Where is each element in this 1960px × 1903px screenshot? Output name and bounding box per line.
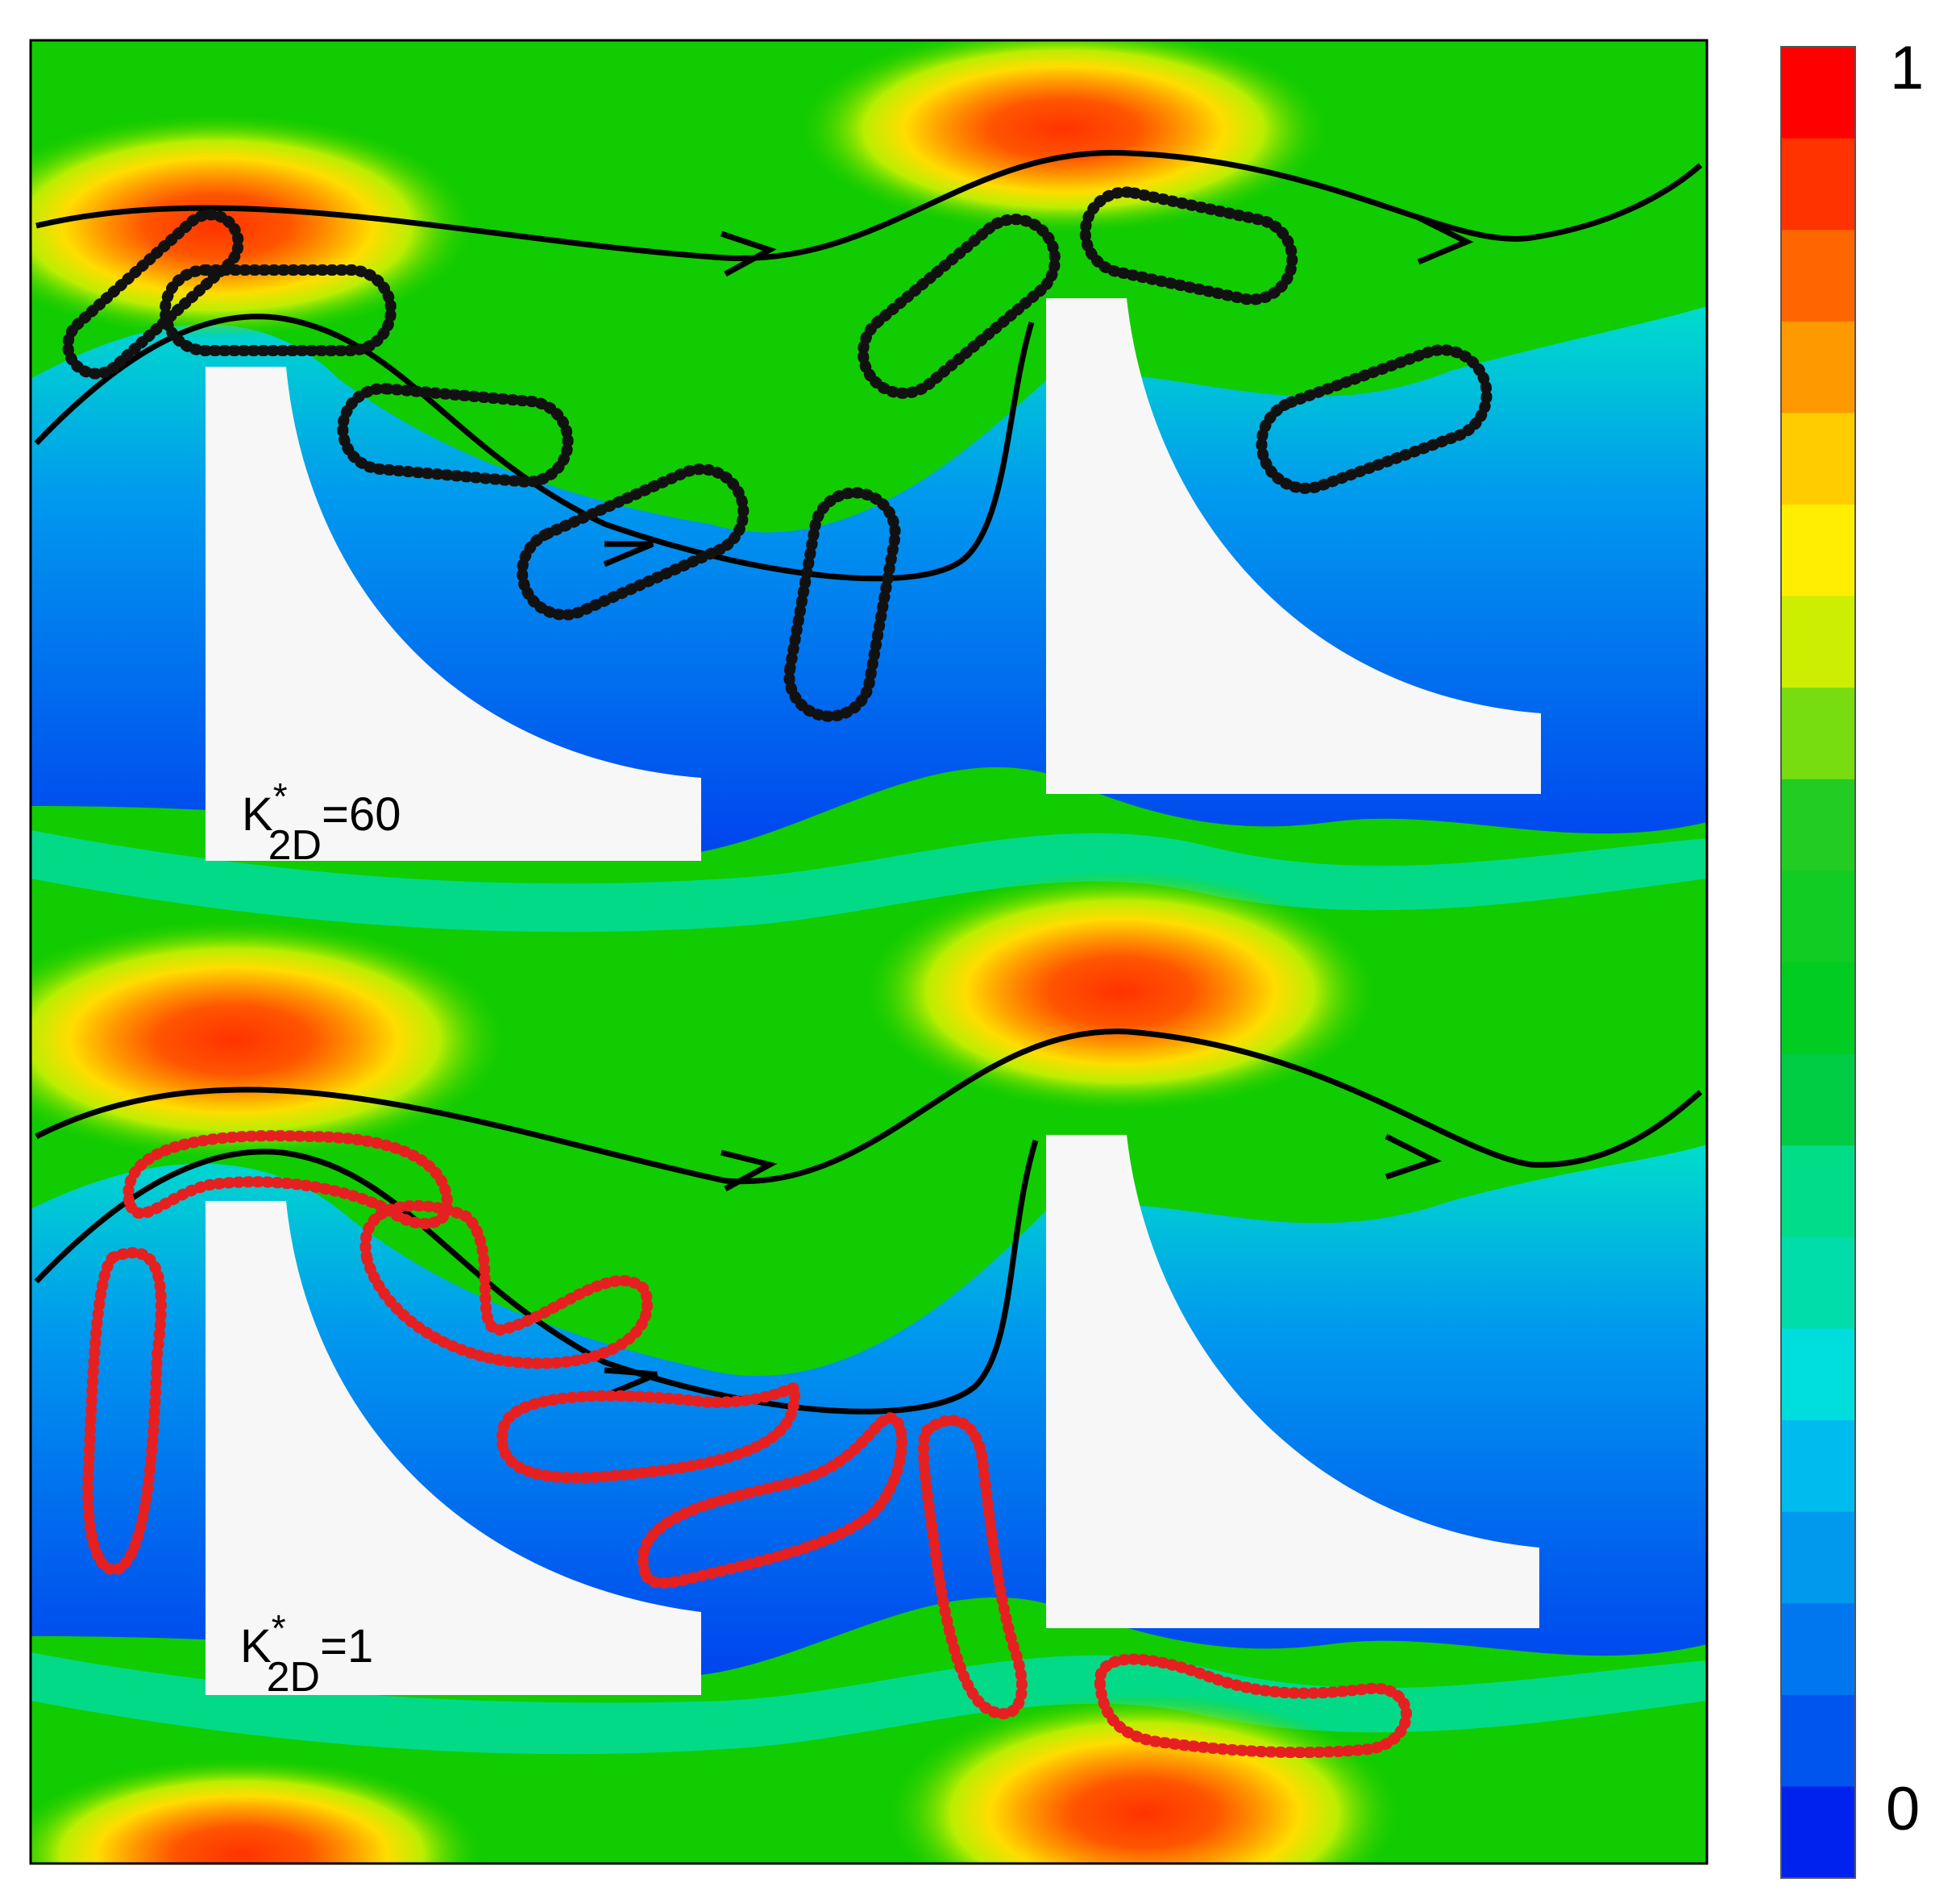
chain-loop xyxy=(160,264,397,356)
colorbar-border xyxy=(1780,46,1856,1879)
chain-loop xyxy=(783,487,901,722)
arrow-icon xyxy=(1417,214,1474,265)
label-sup: * xyxy=(273,775,288,817)
field-border xyxy=(29,39,1709,1865)
colorbar-segment xyxy=(1781,230,1855,322)
arrow-icon xyxy=(1385,1133,1443,1180)
hotspot xyxy=(31,1757,484,1864)
arrow-icon xyxy=(720,231,777,277)
colorbar xyxy=(1780,46,1856,1879)
colorbar-segment xyxy=(1781,1145,1855,1238)
colorbar-min-label: 0 xyxy=(1886,1775,1920,1843)
contour-field xyxy=(31,40,1707,1864)
chain-loop xyxy=(122,1130,454,1230)
chain-loop xyxy=(637,1412,907,1589)
label-value: =60 xyxy=(322,788,401,841)
colorbar-segment xyxy=(1781,47,1855,139)
obstacle xyxy=(1046,1135,1539,1628)
chain-loop xyxy=(517,463,750,621)
streamline xyxy=(34,1139,1039,1415)
colorbar-segment xyxy=(1781,962,1855,1055)
hotspot xyxy=(31,113,475,339)
hotspot xyxy=(798,40,1330,234)
colorbar-segment xyxy=(1781,779,1855,871)
colorbar-segment xyxy=(1781,596,1855,688)
colorbar-segment xyxy=(1781,1511,1855,1604)
chain-loop xyxy=(1094,1653,1412,1759)
arrow-icon xyxy=(603,541,654,567)
colorbar-segment xyxy=(1781,1420,1855,1513)
colorbar-segment xyxy=(1781,321,1855,413)
obstacle xyxy=(1046,298,1541,794)
bead-chains-top xyxy=(62,186,1493,722)
colorbar-segment xyxy=(1781,1053,1855,1146)
streamline xyxy=(35,150,1703,261)
chain-loop xyxy=(1256,344,1493,494)
label-base: K xyxy=(240,1620,272,1672)
colorbar-segment xyxy=(1781,1328,1855,1421)
colorbar-segment xyxy=(1781,688,1855,780)
chain-loop xyxy=(62,209,244,380)
hotspot xyxy=(887,1693,1402,1864)
label-value: =1 xyxy=(320,1620,373,1672)
cyan-band xyxy=(31,1652,1707,1755)
chain-loop xyxy=(359,1199,653,1369)
obstacle xyxy=(206,1201,701,1695)
label-sup: * xyxy=(272,1607,286,1649)
colorbar-segment xyxy=(1781,1236,1855,1329)
colorbar-segment xyxy=(1781,1694,1855,1787)
streamlines xyxy=(34,150,1703,1415)
cyan-band xyxy=(31,830,1707,933)
obstacle xyxy=(206,367,701,861)
bead-chains-bottom xyxy=(82,1130,1412,1759)
label-sub: 2D xyxy=(267,1654,320,1701)
arrow-icon xyxy=(604,1367,658,1398)
panel-label-bottom: K* 2D=1 xyxy=(240,1607,373,1701)
hotspot xyxy=(862,870,1378,1112)
svg-text:K*2D=60: K* 2D=60 xyxy=(242,775,401,869)
colorbar-max-label: 1 xyxy=(1890,34,1924,102)
colorbar-segment xyxy=(1781,870,1855,963)
colorbar-segment xyxy=(1781,138,1855,231)
colorbar-segment xyxy=(1781,1603,1855,1696)
chain-loop xyxy=(858,214,1061,399)
chain-loop xyxy=(496,1382,801,1484)
colorbar-segment xyxy=(1781,1786,1855,1879)
chain-loop xyxy=(82,1247,167,1576)
colorbar-segment xyxy=(1781,505,1855,597)
streamline xyxy=(35,1028,1703,1185)
arrow-icon xyxy=(720,1149,778,1192)
colorbar-segment xyxy=(1781,413,1855,505)
label-base: K xyxy=(242,788,273,841)
chain-loop xyxy=(337,383,574,488)
panel-label-top: K* 2D=60 xyxy=(242,775,401,869)
svg-text:K*2D=1: K* 2D=1 xyxy=(240,1607,373,1701)
chain-loop xyxy=(1079,186,1298,305)
label-sub: 2D xyxy=(268,822,322,869)
chain-loop xyxy=(917,1415,1028,1719)
streamline-arrows xyxy=(603,214,1474,1398)
streamline xyxy=(34,314,1035,582)
